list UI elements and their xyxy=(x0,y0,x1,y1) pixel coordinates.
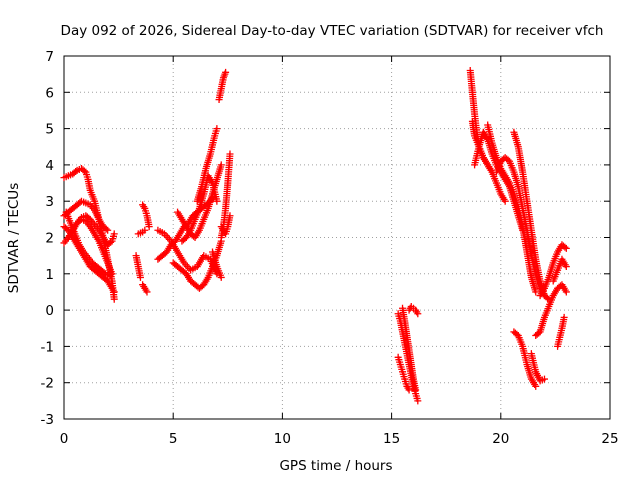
series-arc-26 xyxy=(468,117,509,205)
series-arc-20 xyxy=(217,212,234,238)
y-tick-label: 3 xyxy=(45,194,54,210)
series-arc-8 xyxy=(134,226,149,238)
data-points xyxy=(60,67,570,405)
series-arc-24 xyxy=(405,302,422,318)
series-arc-33 xyxy=(536,241,570,300)
data-point xyxy=(108,270,116,278)
data-point xyxy=(532,382,540,390)
y-tick-label: 6 xyxy=(45,85,54,101)
series-arc-36 xyxy=(554,313,568,350)
y-tick-label: -2 xyxy=(41,376,54,392)
data-point xyxy=(532,288,540,296)
data-point xyxy=(217,161,225,169)
data-point xyxy=(80,167,88,175)
axis-ticks xyxy=(63,55,611,420)
data-point xyxy=(562,244,570,252)
data-point xyxy=(405,386,413,394)
data-point xyxy=(107,238,115,246)
series-arc-23 xyxy=(399,304,420,394)
x-axis-label: GPS time / hours xyxy=(279,458,392,474)
series-arc-35 xyxy=(549,255,570,285)
data-point xyxy=(145,223,153,231)
chart-title: Day 092 of 2026, Sidereal Day-to-day VTE… xyxy=(61,23,604,39)
x-tick-label: 15 xyxy=(383,431,400,447)
y-tick-label: -3 xyxy=(41,412,54,428)
x-tick-label: 10 xyxy=(274,431,291,447)
data-point xyxy=(104,226,112,234)
y-tick-label: 7 xyxy=(45,49,54,65)
series-arc-6 xyxy=(64,215,116,278)
data-point xyxy=(501,197,509,205)
data-point xyxy=(562,288,570,296)
data-point xyxy=(226,150,234,158)
y-tick-label: 2 xyxy=(45,231,54,247)
grid-lines xyxy=(64,56,610,419)
data-point xyxy=(414,310,422,318)
y-axis-label: SDTVAR / TECUs xyxy=(6,183,22,293)
x-tick-label: 5 xyxy=(169,431,178,447)
data-point xyxy=(540,375,548,383)
series-arc-7 xyxy=(132,252,144,281)
y-tick-label: 4 xyxy=(45,158,54,174)
series-arc-18 xyxy=(215,68,230,104)
series-arc-5 xyxy=(62,208,114,280)
series-arc-12 xyxy=(154,226,221,278)
data-point xyxy=(414,397,422,405)
data-point xyxy=(213,125,221,133)
data-point xyxy=(141,226,149,234)
y-tick-label: 0 xyxy=(45,303,54,319)
data-point xyxy=(136,273,144,281)
data-point xyxy=(110,295,118,303)
data-point xyxy=(222,68,230,76)
data-point xyxy=(100,269,108,277)
y-tick-label: 5 xyxy=(45,122,54,138)
data-point xyxy=(217,273,225,281)
series-arc-10 xyxy=(139,281,151,296)
data-point xyxy=(143,288,151,296)
data-point xyxy=(412,386,420,394)
data-point xyxy=(561,243,569,251)
data-point xyxy=(110,288,118,296)
series-arc-31 xyxy=(510,328,540,390)
y-tick-label: -1 xyxy=(41,339,54,355)
series-arc-15 xyxy=(178,172,221,245)
data-point xyxy=(560,313,568,321)
y-tick-labels: -3 -2 -1 0 1 2 3 4 5 6 7 xyxy=(41,49,54,428)
series-arc-22 xyxy=(394,353,413,394)
series-arc-34 xyxy=(532,281,570,340)
data-point xyxy=(102,225,110,233)
series-arc-17 xyxy=(209,248,225,281)
series-arc-16 xyxy=(193,125,221,205)
data-point xyxy=(72,168,80,176)
data-point xyxy=(213,197,221,205)
data-point xyxy=(110,230,118,238)
data-point xyxy=(226,212,234,220)
x-tick-labels: 0 5 10 15 20 25 xyxy=(60,431,619,447)
series-arc-32 xyxy=(527,350,548,385)
x-tick-label: 25 xyxy=(601,431,618,447)
series-arc-30 xyxy=(510,128,548,300)
x-tick-label: 20 xyxy=(492,431,509,447)
y-tick-label: 1 xyxy=(45,267,54,283)
series-arc-9 xyxy=(139,201,153,231)
x-tick-label: 0 xyxy=(60,431,69,447)
data-point xyxy=(562,263,570,271)
